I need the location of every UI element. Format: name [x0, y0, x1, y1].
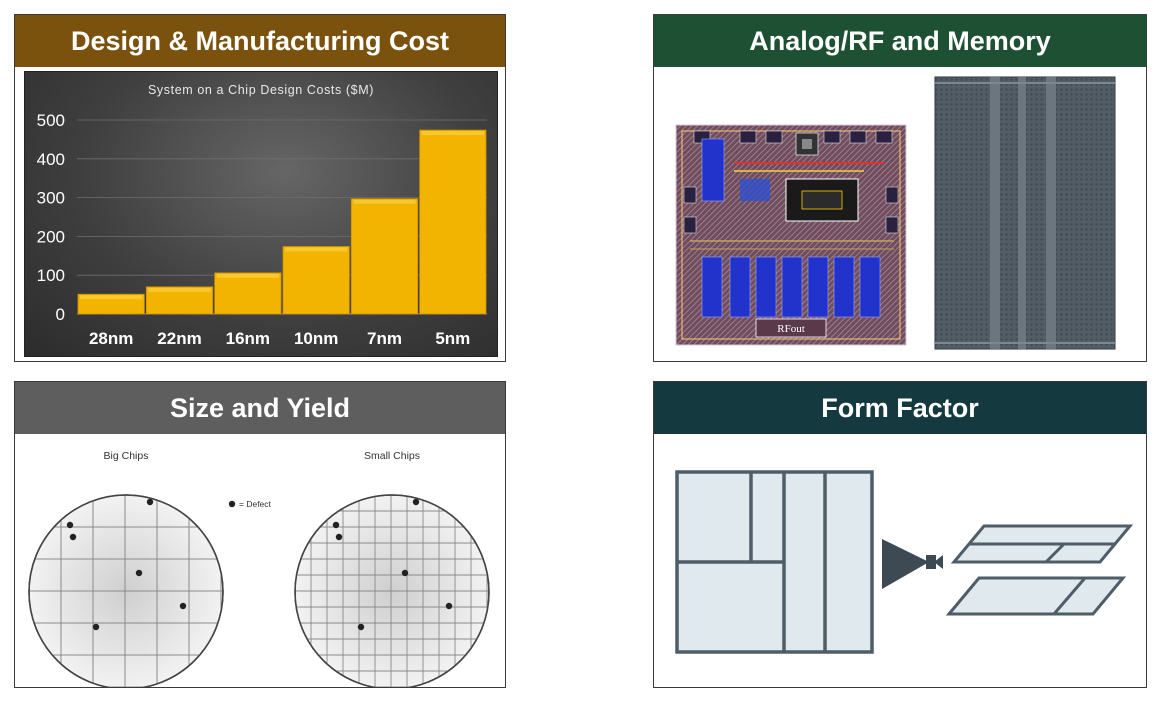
chart-y-ticks: 0 100 200 300 400 500 — [37, 111, 65, 324]
wafer-comparison: Big Chips Small Chips = Defect — [15, 434, 505, 687]
panel-design-cost: Design & Manufacturing Cost System on a … — [14, 14, 506, 362]
arrow-icon — [882, 539, 943, 589]
panel-analog-rf-memory: Analog/RF and Memory — [653, 14, 1147, 362]
rf-chip-blue-blocks — [701, 256, 881, 318]
stacked-chip-layers — [945, 524, 1134, 616]
x-tick-label: 10nm — [294, 329, 338, 348]
x-tick-label: 5nm — [435, 329, 470, 348]
small-chips-wafer — [294, 494, 490, 687]
y-tick-label: 100 — [37, 266, 65, 285]
x-tick-label: 22nm — [157, 329, 201, 348]
bar-highlight — [80, 295, 143, 300]
bar-10nm — [282, 246, 350, 315]
bar-highlight — [353, 199, 416, 204]
big-chips-wafer — [28, 494, 224, 687]
defect-legend-label: = Defect — [239, 499, 272, 509]
defect-legend-dot — [228, 500, 236, 508]
bar-chart-svg: System on a Chip Design Costs ($M) 0 100 2… — [37, 83, 487, 348]
panel-size-yield: Size and Yield Big Chips Small Chips = D… — [14, 381, 506, 688]
bar-16nm — [214, 272, 282, 315]
y-tick-label: 300 — [37, 189, 65, 208]
panel-header-analog-rf-memory: Analog/RF and Memory — [654, 15, 1146, 67]
chart-grid — [77, 119, 487, 315]
bar-7nm — [350, 198, 419, 315]
panel-form-factor: Form Factor — [653, 381, 1147, 688]
memory-die-image — [934, 76, 1116, 350]
chart-title: System on a Chip Design Costs ($M) — [148, 83, 374, 97]
rf-out-label: RFout — [777, 323, 805, 335]
chart-bars — [77, 129, 487, 315]
bar-5nm — [419, 129, 487, 315]
panel-header-design-cost: Design & Manufacturing Cost — [15, 15, 505, 67]
y-tick-label: 0 — [56, 305, 65, 324]
bar-highlight — [421, 131, 484, 136]
analog-memory-images: RFout — [654, 67, 1146, 361]
form-factor-diagram — [654, 434, 1146, 687]
x-tick-label: 16nm — [226, 329, 270, 348]
small-chips-label: Small Chips — [364, 450, 420, 462]
y-tick-label: 500 — [37, 111, 65, 130]
panel-header-size-yield: Size and Yield — [15, 382, 505, 434]
y-tick-label: 200 — [37, 227, 65, 246]
chart-soc-design-costs: System on a Chip Design Costs ($M) 0 100 2… — [24, 71, 498, 357]
bar-highlight — [148, 287, 211, 292]
big-chips-label: Big Chips — [104, 450, 149, 462]
y-tick-label: 400 — [37, 150, 65, 169]
x-tick-label: 28nm — [89, 329, 133, 348]
bar-highlight — [216, 273, 279, 278]
bar-highlight — [285, 247, 348, 252]
chart-x-ticks: 28nm 22nm 16nm 10nm 7nm 5nm — [89, 329, 470, 348]
rf-chip-layout-image: RFout — [675, 124, 907, 346]
x-tick-label: 7nm — [367, 329, 402, 348]
flat-chip-board — [675, 470, 874, 654]
panel-header-form-factor: Form Factor — [654, 382, 1146, 434]
